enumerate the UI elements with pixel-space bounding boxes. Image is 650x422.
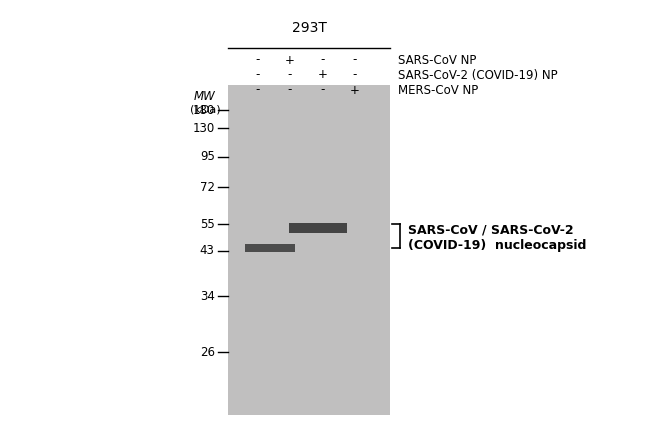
- Text: 26: 26: [200, 346, 214, 359]
- Text: 130: 130: [192, 122, 214, 135]
- Text: -: -: [353, 68, 358, 81]
- Text: +: +: [318, 68, 328, 81]
- Text: -: -: [288, 84, 292, 97]
- Text: (kDa): (kDa): [190, 104, 220, 114]
- Text: 55: 55: [200, 217, 214, 230]
- Text: MERS-CoV NP: MERS-CoV NP: [398, 84, 478, 97]
- Text: 43: 43: [200, 244, 214, 257]
- Text: -: -: [256, 68, 260, 81]
- Text: -: -: [256, 54, 260, 67]
- Bar: [289, 223, 347, 233]
- Text: 72: 72: [200, 181, 214, 194]
- Text: MW: MW: [194, 89, 216, 103]
- Text: SARS-CoV-2 (COVID-19) NP: SARS-CoV-2 (COVID-19) NP: [398, 68, 558, 81]
- Text: -: -: [321, 54, 325, 67]
- Text: -: -: [288, 68, 292, 81]
- Bar: [228, 85, 390, 415]
- Text: 95: 95: [200, 151, 214, 163]
- Bar: [245, 244, 295, 252]
- Text: -: -: [256, 84, 260, 97]
- Text: -: -: [353, 54, 358, 67]
- Text: SARS-CoV / SARS-CoV-2: SARS-CoV / SARS-CoV-2: [408, 224, 573, 236]
- Text: 34: 34: [200, 289, 214, 303]
- Text: (COVID-19)  nucleocapsid: (COVID-19) nucleocapsid: [408, 240, 586, 252]
- Text: SARS-CoV NP: SARS-CoV NP: [398, 54, 476, 67]
- Text: +: +: [285, 54, 295, 67]
- Text: -: -: [321, 84, 325, 97]
- Text: 180: 180: [192, 103, 214, 116]
- Text: 293T: 293T: [292, 21, 326, 35]
- Text: +: +: [350, 84, 360, 97]
